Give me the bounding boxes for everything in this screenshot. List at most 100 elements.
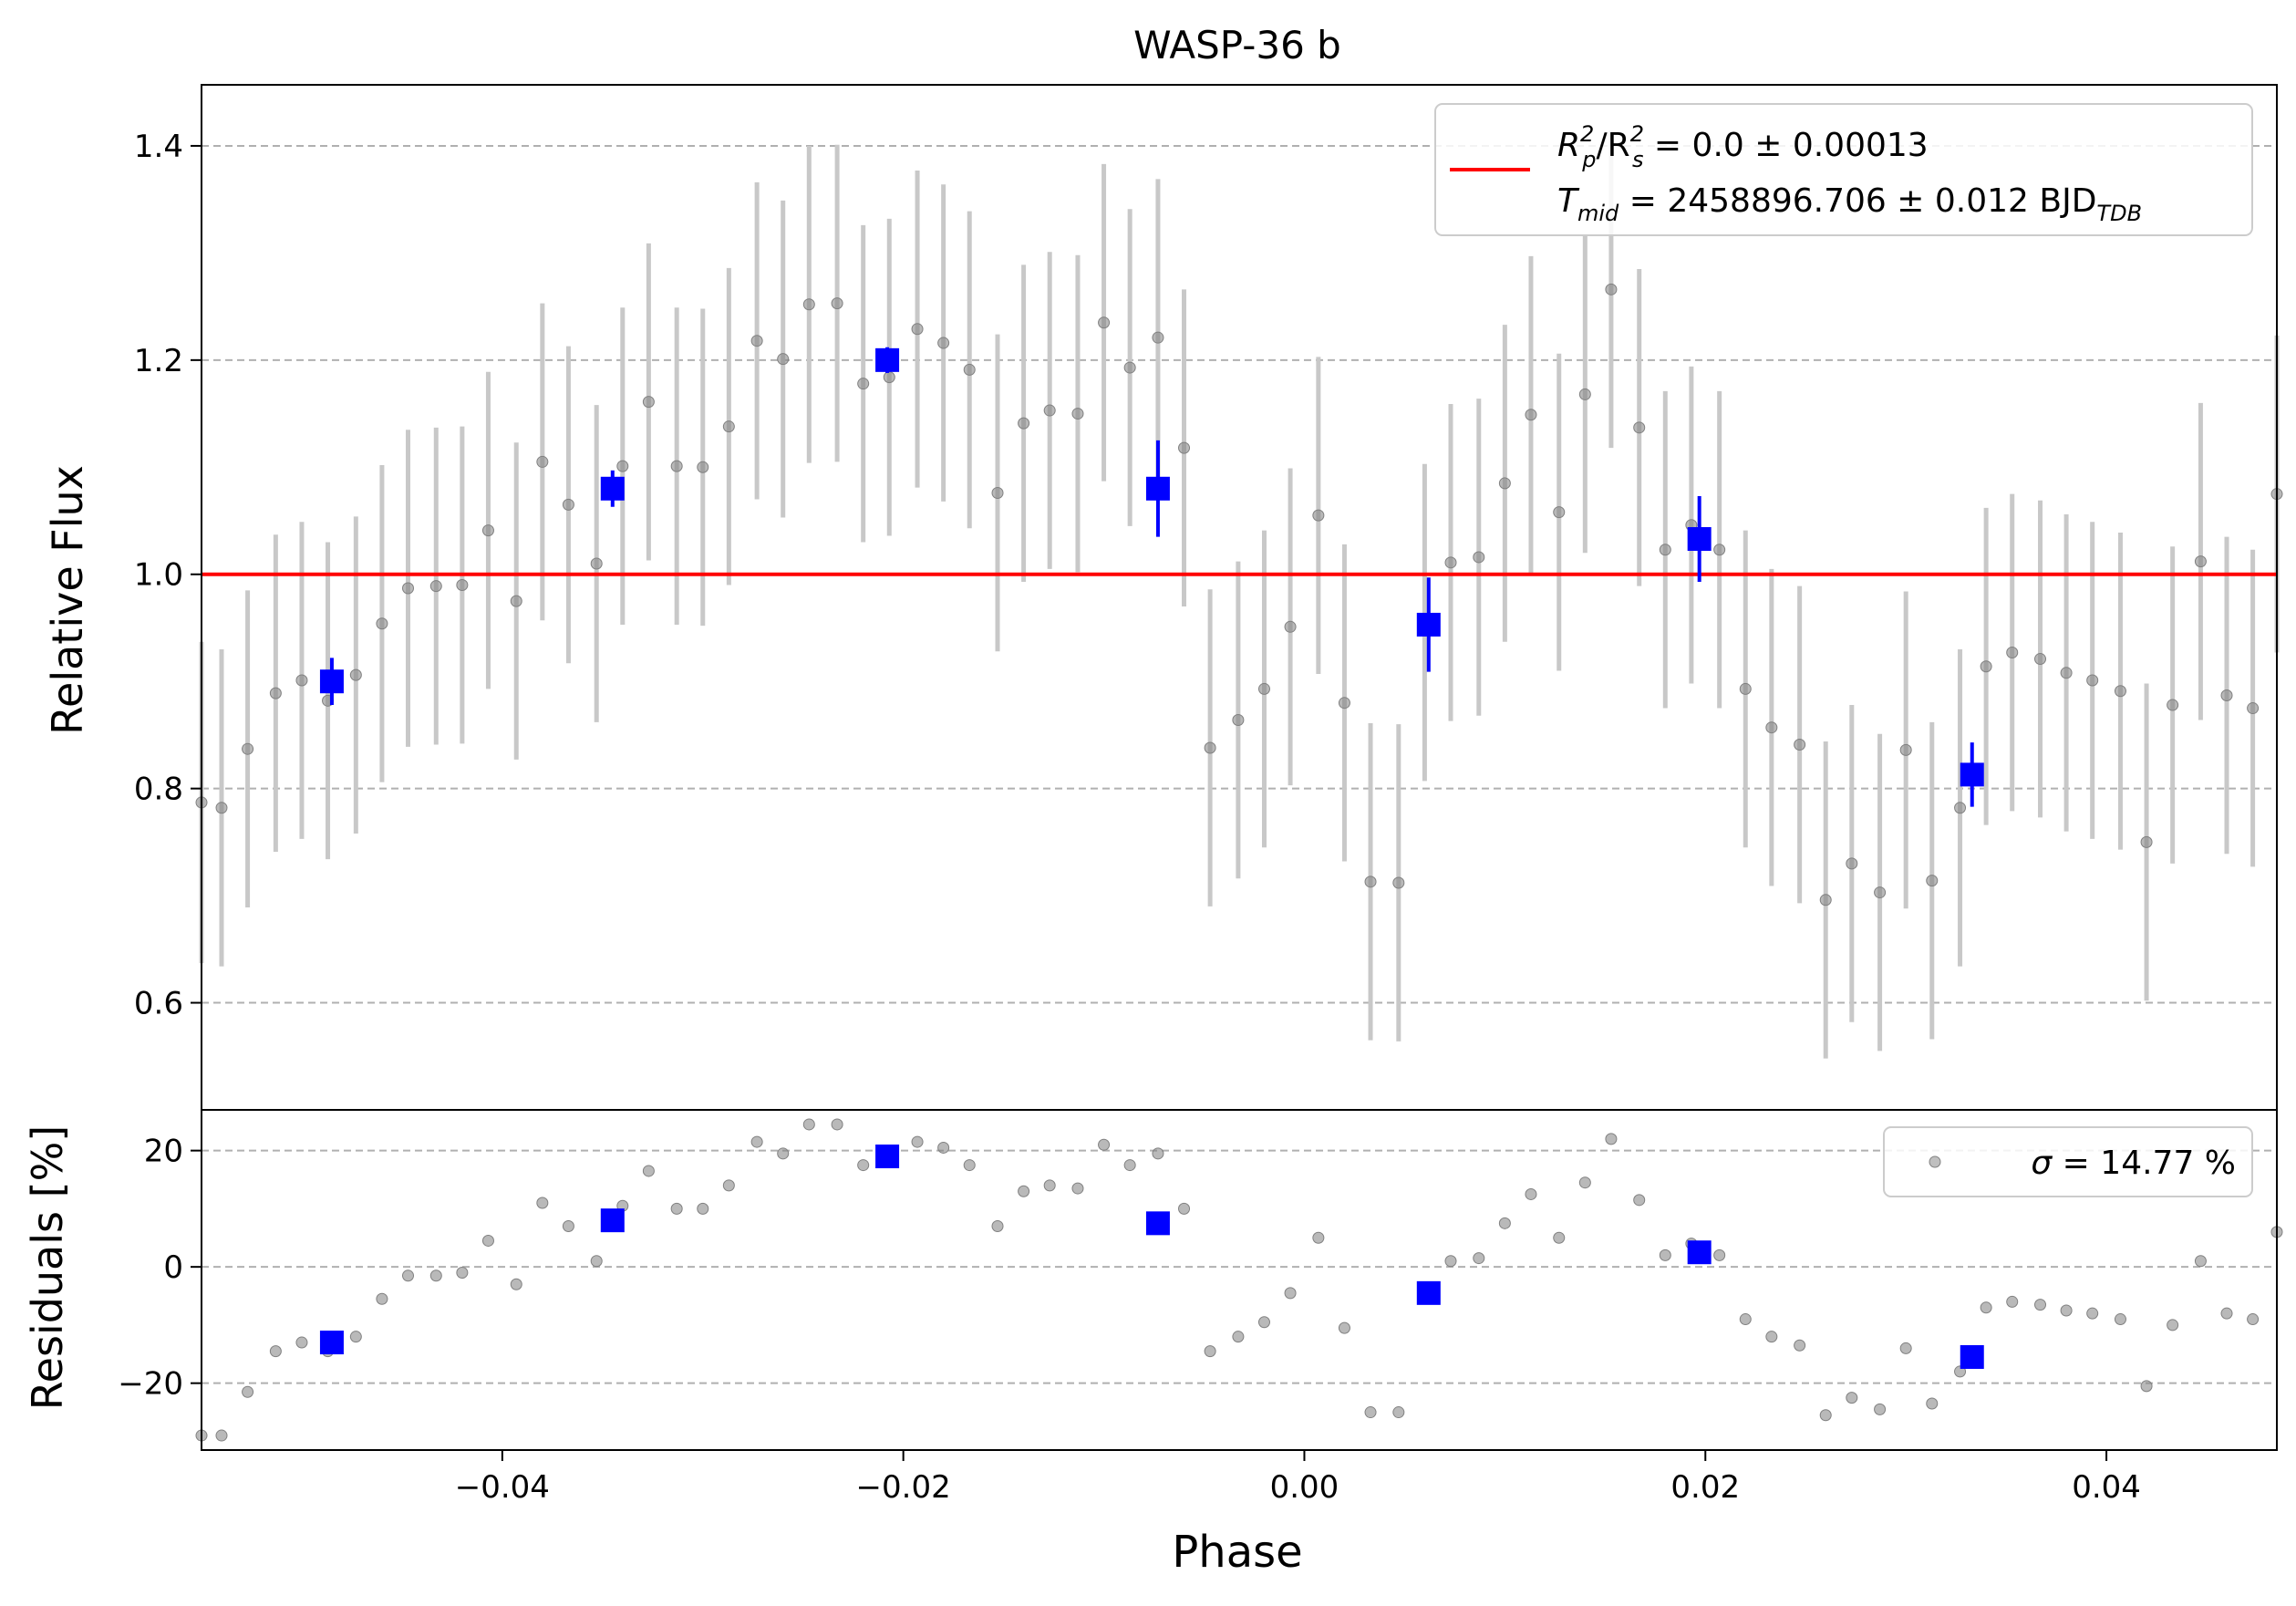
flux-point xyxy=(802,298,815,311)
residual-point xyxy=(1713,1249,1726,1261)
residual-binned-point xyxy=(600,1208,625,1233)
residual-point xyxy=(722,1179,735,1192)
residual-binned-point xyxy=(1687,1240,1712,1265)
residual-point xyxy=(2220,1307,2233,1320)
flux-point xyxy=(1498,477,1511,490)
flux-point xyxy=(1204,741,1216,754)
flux-point xyxy=(1633,421,1646,434)
flux-point xyxy=(697,461,709,473)
flux-ytick-label: 1.4 xyxy=(134,129,183,165)
flux-point xyxy=(911,323,924,336)
residuals-panel: −20 0 20 −0.04 −0.02 0.00 0.02 0.04 Residuals … xyxy=(23,1109,2283,1578)
residuals-xtick-label: 0.02 xyxy=(1670,1469,1740,1506)
flux-ytick-label: 0.6 xyxy=(134,986,183,1022)
flux-point xyxy=(429,580,442,593)
residual-point xyxy=(697,1202,709,1215)
residual-point xyxy=(1605,1133,1618,1145)
residual-point xyxy=(349,1331,362,1343)
flux-point xyxy=(1232,713,1245,726)
legend-tmid: Tmid = 2458896.706 ± 0.012 BJDTDB xyxy=(1557,182,2142,226)
residual-point xyxy=(2006,1295,2019,1308)
residual-point xyxy=(2060,1304,2073,1317)
flux-point xyxy=(295,674,308,687)
residual-point xyxy=(1980,1301,1992,1314)
flux-point xyxy=(1578,388,1591,400)
residual-point xyxy=(1633,1194,1646,1207)
residual-point xyxy=(963,1159,976,1172)
flux-point xyxy=(2060,667,2073,679)
residual-point xyxy=(1098,1138,1111,1151)
residual-point xyxy=(2034,1299,2047,1311)
residuals-points xyxy=(195,1118,2283,1442)
flux-point xyxy=(750,335,763,347)
flux-point xyxy=(1819,894,1832,907)
flux-point xyxy=(1899,743,1912,756)
flux-point xyxy=(1123,361,1136,374)
flux-point xyxy=(616,460,629,472)
residual-point xyxy=(831,1118,843,1131)
residuals-yticks: −20 0 20 xyxy=(118,1134,202,1403)
flux-point xyxy=(562,498,574,511)
flux-point xyxy=(1257,682,1270,695)
flux-point xyxy=(510,595,522,607)
flux-point xyxy=(2140,835,2153,848)
residual-point xyxy=(456,1267,469,1280)
residual-point xyxy=(590,1255,603,1268)
residuals-xtick-label: 0.00 xyxy=(1270,1469,1339,1506)
flux-point xyxy=(2034,653,2047,666)
flux-binned-point xyxy=(319,669,344,694)
residual-point xyxy=(536,1197,549,1209)
residual-binned-point xyxy=(1416,1280,1441,1305)
flux-point xyxy=(1926,875,1939,887)
residuals-xtick-label: −0.04 xyxy=(455,1469,550,1506)
residual-point xyxy=(2140,1380,2153,1393)
residual-binned-point xyxy=(1960,1344,1984,1369)
residuals-ylabel: Residuals [%] xyxy=(23,1125,72,1410)
residual-point xyxy=(1846,1392,1858,1404)
flux-point xyxy=(536,455,549,468)
residual-point xyxy=(777,1147,790,1160)
flux-binned-point xyxy=(600,476,625,501)
residuals-xlabel: Phase xyxy=(1172,1527,1302,1578)
chart-title: WASP-36 b xyxy=(1133,23,1341,67)
residual-point xyxy=(510,1278,522,1290)
residuals-legend: σ = 14.77 % xyxy=(1883,1126,2253,1197)
flux-panel: 0.6 0.8 1.0 1.2 1.4 Relative Flux R2 p/R2 s = … xyxy=(43,84,2283,1111)
residual-point xyxy=(242,1385,254,1398)
flux-point xyxy=(1473,551,1485,564)
residual-point xyxy=(1498,1217,1511,1229)
residuals-xticks: −0.04 −0.02 0.00 0.02 0.04 xyxy=(455,1450,2141,1506)
flux-point xyxy=(402,582,415,595)
flux-point xyxy=(456,578,469,591)
residual-point xyxy=(269,1345,282,1358)
residual-point xyxy=(1874,1403,1887,1415)
flux-binned-points xyxy=(319,347,1984,807)
residual-binned-point xyxy=(1145,1211,1170,1236)
flux-yticks: 0.6 0.8 1.0 1.2 1.4 xyxy=(134,129,202,1022)
residual-point xyxy=(1444,1255,1457,1268)
residual-point xyxy=(750,1135,763,1148)
residual-point xyxy=(1123,1159,1136,1172)
flux-point xyxy=(1312,509,1325,522)
residual-point xyxy=(215,1429,228,1442)
residual-point xyxy=(1392,1406,1405,1419)
flux-point xyxy=(722,420,735,433)
residual-point xyxy=(937,1141,950,1154)
residual-point xyxy=(2086,1307,2099,1320)
flux-binned-point xyxy=(1145,476,1170,501)
residual-point xyxy=(1043,1179,1056,1192)
residual-point xyxy=(642,1165,655,1177)
flux-point xyxy=(1846,857,1858,870)
flux-point xyxy=(1794,738,1806,751)
flux-point xyxy=(1739,682,1752,695)
residual-point xyxy=(1765,1331,1778,1343)
residual-point xyxy=(1794,1339,1806,1352)
residual-binned-point xyxy=(875,1145,900,1169)
flux-point xyxy=(1098,316,1111,329)
residual-point xyxy=(1926,1397,1939,1410)
residual-point xyxy=(670,1202,683,1215)
residual-point xyxy=(1257,1316,1270,1329)
residual-binned-point xyxy=(319,1331,344,1355)
flux-point xyxy=(777,353,790,366)
residual-point xyxy=(2167,1319,2179,1331)
